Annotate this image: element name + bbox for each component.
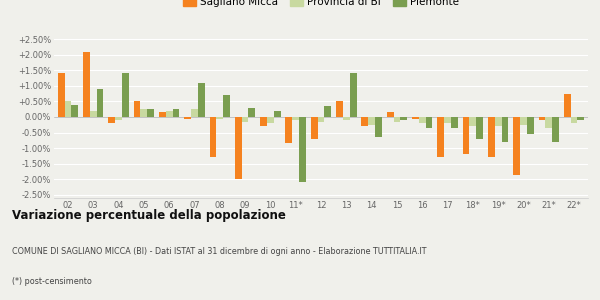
Bar — [361, 117, 368, 126]
Bar — [173, 109, 179, 117]
Bar — [166, 111, 173, 117]
Bar — [198, 83, 205, 117]
Bar — [191, 109, 198, 117]
Bar — [412, 117, 419, 118]
Text: Variazione percentuale della popolazione: Variazione percentuale della popolazione — [12, 208, 286, 221]
Bar — [90, 111, 97, 117]
Bar — [217, 117, 223, 118]
Bar — [386, 112, 394, 117]
Bar — [400, 117, 407, 120]
Bar — [286, 117, 292, 143]
Bar — [444, 117, 451, 123]
Bar — [248, 108, 256, 117]
Bar — [299, 117, 306, 182]
Bar — [292, 117, 299, 120]
Bar — [343, 117, 350, 120]
Bar — [564, 94, 571, 117]
Bar — [184, 117, 191, 118]
Bar — [495, 117, 502, 126]
Bar — [325, 106, 331, 117]
Bar — [552, 117, 559, 142]
Bar — [209, 117, 217, 158]
Bar — [520, 117, 527, 125]
Bar — [134, 101, 140, 117]
Bar — [350, 74, 356, 117]
Bar — [571, 117, 577, 123]
Bar — [260, 117, 267, 126]
Bar — [513, 117, 520, 175]
Bar — [502, 117, 508, 142]
Bar — [140, 109, 147, 117]
Bar — [223, 95, 230, 117]
Bar — [274, 111, 281, 117]
Bar — [317, 117, 325, 122]
Bar — [545, 117, 552, 128]
Text: (*) post-censimento: (*) post-censimento — [12, 278, 92, 286]
Bar — [437, 117, 444, 158]
Bar — [476, 117, 483, 139]
Bar — [235, 117, 242, 179]
Bar — [311, 117, 317, 139]
Bar — [469, 117, 476, 126]
Bar — [425, 117, 433, 128]
Bar — [108, 117, 115, 123]
Text: COMUNE DI SAGLIANO MICCA (BI) - Dati ISTAT al 31 dicembre di ogni anno - Elabora: COMUNE DI SAGLIANO MICCA (BI) - Dati IST… — [12, 248, 427, 256]
Bar — [115, 117, 122, 120]
Bar — [242, 117, 248, 122]
Bar — [527, 117, 534, 134]
Bar — [97, 89, 103, 117]
Bar — [122, 74, 129, 117]
Bar — [463, 117, 469, 154]
Bar — [147, 109, 154, 117]
Bar — [375, 117, 382, 137]
Legend: Sagliano Micca, Provincia di BI, Piemonte: Sagliano Micca, Provincia di BI, Piemont… — [179, 0, 463, 11]
Bar — [71, 104, 78, 117]
Bar — [267, 117, 274, 123]
Bar — [159, 112, 166, 117]
Bar — [83, 52, 90, 117]
Bar — [58, 74, 65, 117]
Bar — [336, 101, 343, 117]
Bar — [577, 117, 584, 120]
Bar — [394, 117, 400, 122]
Bar — [419, 117, 425, 123]
Bar — [368, 117, 375, 125]
Bar — [539, 117, 545, 120]
Bar — [488, 117, 495, 158]
Bar — [451, 117, 458, 128]
Bar — [65, 101, 71, 117]
